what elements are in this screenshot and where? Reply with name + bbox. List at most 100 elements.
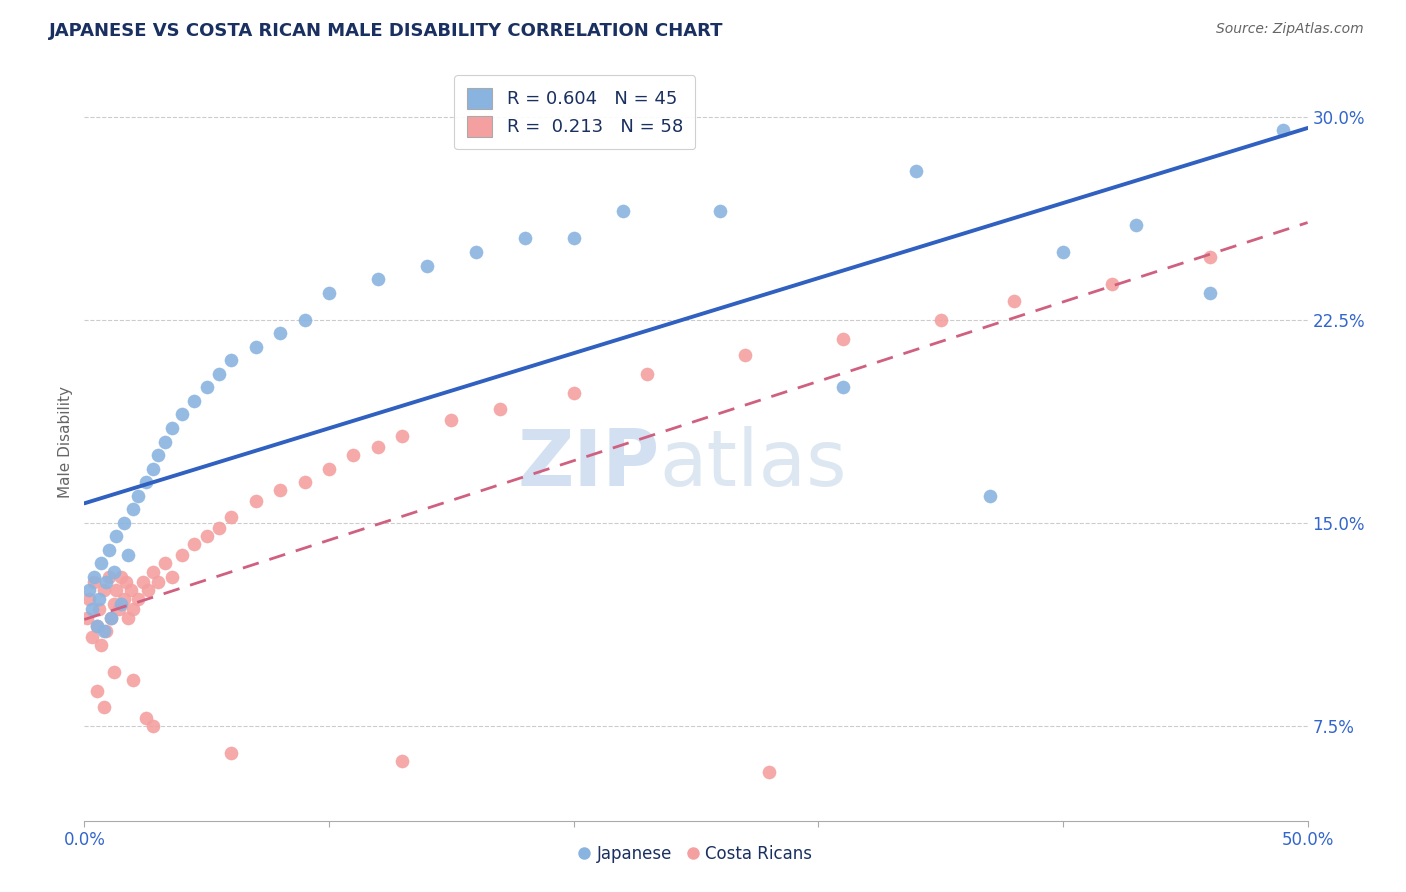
Text: atlas: atlas bbox=[659, 426, 846, 502]
Point bbox=[1052, 245, 1074, 260]
Point bbox=[294, 475, 316, 490]
Point bbox=[172, 548, 194, 563]
Point bbox=[80, 630, 103, 644]
Point bbox=[464, 245, 486, 260]
Point bbox=[100, 610, 122, 624]
Point bbox=[245, 340, 267, 354]
Point bbox=[112, 516, 135, 530]
Point bbox=[758, 764, 780, 779]
Point bbox=[110, 570, 132, 584]
Point bbox=[979, 489, 1001, 503]
Text: Source: ZipAtlas.com: Source: ZipAtlas.com bbox=[1216, 22, 1364, 37]
Point bbox=[183, 393, 205, 408]
Point bbox=[195, 529, 218, 543]
Point bbox=[905, 163, 928, 178]
Point bbox=[162, 570, 184, 584]
Point bbox=[734, 348, 756, 362]
Point bbox=[77, 583, 100, 598]
Point bbox=[132, 575, 155, 590]
Point bbox=[142, 461, 165, 475]
Point bbox=[103, 597, 125, 611]
Point bbox=[391, 429, 413, 443]
Point bbox=[162, 421, 184, 435]
Point bbox=[612, 204, 634, 219]
Point bbox=[100, 610, 122, 624]
Point bbox=[172, 408, 194, 422]
Point bbox=[219, 510, 242, 524]
Point bbox=[416, 259, 439, 273]
Point bbox=[97, 542, 120, 557]
Point bbox=[1125, 218, 1147, 232]
Point bbox=[112, 591, 135, 606]
Point bbox=[93, 699, 115, 714]
Point bbox=[183, 537, 205, 551]
Point bbox=[929, 312, 952, 326]
Point bbox=[269, 326, 291, 341]
Point bbox=[93, 624, 115, 639]
Point bbox=[117, 548, 139, 563]
Point bbox=[105, 529, 128, 543]
Legend: Japanese, Costa Ricans: Japanese, Costa Ricans bbox=[574, 838, 818, 869]
Point bbox=[77, 591, 100, 606]
Point bbox=[110, 597, 132, 611]
Point bbox=[294, 312, 316, 326]
Point bbox=[142, 565, 165, 579]
Point bbox=[269, 483, 291, 498]
Point bbox=[76, 610, 98, 624]
Point bbox=[709, 204, 731, 219]
Point bbox=[86, 683, 108, 698]
Point bbox=[562, 231, 585, 245]
Point bbox=[1272, 123, 1295, 137]
Point bbox=[636, 367, 658, 381]
Point bbox=[96, 575, 118, 590]
Point bbox=[122, 673, 145, 687]
Point bbox=[562, 385, 585, 400]
Point bbox=[117, 610, 139, 624]
Point bbox=[219, 746, 242, 760]
Point bbox=[831, 332, 853, 346]
Point bbox=[1101, 277, 1123, 292]
Point bbox=[93, 583, 115, 598]
Point bbox=[97, 570, 120, 584]
Point bbox=[142, 719, 165, 733]
Point bbox=[245, 494, 267, 508]
Point bbox=[83, 570, 105, 584]
Point bbox=[96, 624, 118, 639]
Point bbox=[107, 602, 129, 616]
Point bbox=[195, 380, 218, 394]
Point bbox=[87, 591, 110, 606]
Text: JAPANESE VS COSTA RICAN MALE DISABILITY CORRELATION CHART: JAPANESE VS COSTA RICAN MALE DISABILITY … bbox=[49, 22, 724, 40]
Point bbox=[391, 754, 413, 768]
Point bbox=[87, 602, 110, 616]
Point bbox=[127, 591, 149, 606]
Point bbox=[103, 665, 125, 679]
Point bbox=[122, 502, 145, 516]
Point bbox=[135, 475, 157, 490]
Point bbox=[513, 231, 536, 245]
Point bbox=[1198, 285, 1220, 300]
Point bbox=[219, 353, 242, 368]
Point bbox=[146, 448, 169, 462]
Point bbox=[127, 489, 149, 503]
Point bbox=[208, 521, 231, 535]
Point bbox=[342, 448, 364, 462]
Point bbox=[105, 583, 128, 598]
Point bbox=[318, 285, 340, 300]
Point bbox=[208, 367, 231, 381]
Point bbox=[122, 602, 145, 616]
Y-axis label: Male Disability: Male Disability bbox=[58, 385, 73, 498]
Point bbox=[831, 380, 853, 394]
Point bbox=[135, 711, 157, 725]
Point bbox=[136, 583, 159, 598]
Point bbox=[90, 638, 112, 652]
Point bbox=[146, 575, 169, 590]
Point bbox=[153, 557, 176, 571]
Point bbox=[489, 402, 512, 417]
Point bbox=[86, 618, 108, 632]
Point bbox=[80, 602, 103, 616]
Text: ZIP: ZIP bbox=[517, 426, 659, 502]
Point bbox=[120, 583, 142, 598]
Point bbox=[83, 575, 105, 590]
Point bbox=[440, 413, 463, 427]
Point bbox=[153, 434, 176, 449]
